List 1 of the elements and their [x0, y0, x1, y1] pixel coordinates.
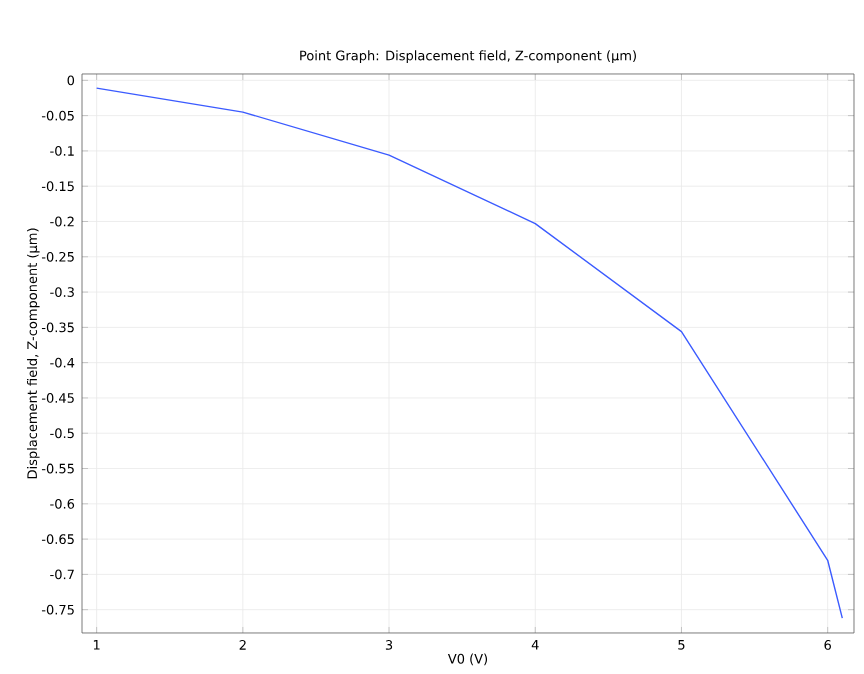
line-series	[95, 87, 843, 619]
